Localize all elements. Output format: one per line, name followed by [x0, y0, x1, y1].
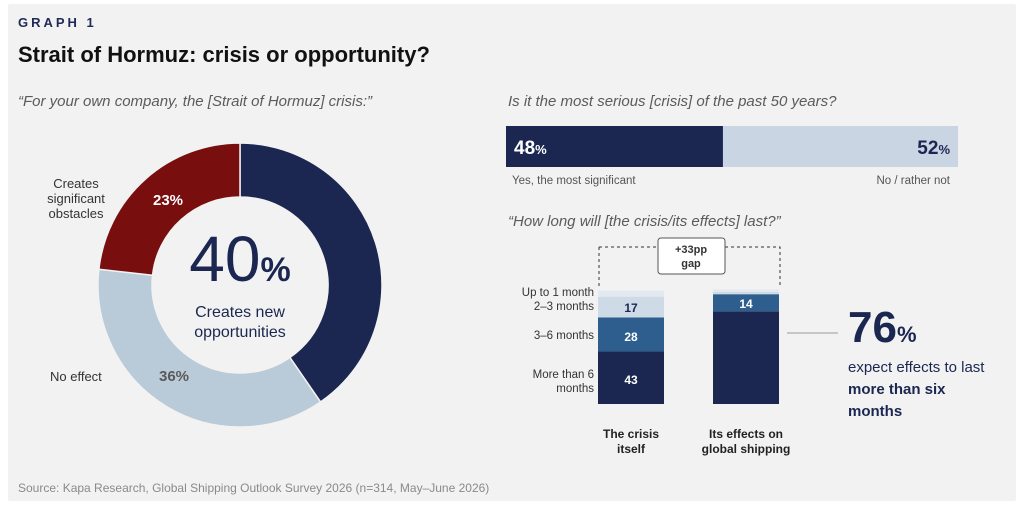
- callout-line-1: expect effects to last: [848, 359, 985, 376]
- slice-label-obstacles: 23%: [153, 192, 183, 209]
- callout-line-2: more than six: [848, 381, 946, 398]
- bar-effects-2-3: [713, 291, 779, 295]
- donut-slices: [97, 142, 383, 428]
- slice-label-no-effect: 36%: [159, 368, 189, 385]
- row-label-3-6: 3–6 months: [534, 330, 594, 342]
- page-title: Strait of Hormuz: crisis or opportunity?: [18, 42, 430, 67]
- effects-2-3-value: 14: [739, 297, 753, 311]
- label-obstacles-1: Creates: [53, 176, 99, 191]
- label-no-effect: No effect: [50, 369, 102, 384]
- x-label-effects-1: Its effects on: [709, 427, 783, 441]
- bar-yes-label: Yes, the most significant: [512, 175, 636, 187]
- bar-effects-more-than-6: [713, 311, 779, 404]
- bar-yes-value: 48%: [514, 138, 547, 159]
- bar-no-value: 52%: [917, 138, 950, 159]
- donut-center-caption-1: Creates new: [195, 304, 285, 321]
- source-note: Source: Kapa Research, Global Shipping O…: [18, 481, 490, 495]
- bar-no-label: No / rather not: [876, 175, 950, 187]
- callout-line-3: months: [848, 403, 902, 420]
- bar-crisis-2-3: [598, 296, 664, 318]
- bar-effects-up-to-1: [713, 289, 779, 292]
- bar-no: [722, 126, 958, 167]
- x-label-crisis-2: itself: [617, 442, 646, 456]
- bar-crisis-more-than-6: [598, 351, 664, 404]
- donut-question: “For your own company, the [Strait of Ho…: [18, 93, 372, 110]
- donut-center-caption-2: opportunities: [194, 324, 286, 341]
- donut-center-value: 40%: [189, 223, 290, 295]
- crisis-2-3-value: 17: [624, 301, 638, 315]
- gap-line-1: +33pp: [675, 244, 707, 256]
- bar-crisis-3-6: [598, 317, 664, 352]
- gap-box: [657, 237, 726, 275]
- row-label-6-2: months: [556, 383, 594, 395]
- crisis-6-value: 43: [624, 373, 638, 387]
- duration-question: “How long will [the crisis/its effects] …: [508, 213, 781, 230]
- callout-value: 76%: [848, 303, 917, 352]
- duration-bars: [598, 289, 779, 404]
- serious-question: Is it the most serious [crisis] of the p…: [508, 93, 837, 110]
- row-label-up-to-1: Up to 1 month: [522, 287, 594, 299]
- donut-hole: [152, 197, 328, 373]
- bar-yes: [506, 126, 723, 167]
- x-label-crisis-1: The crisis: [603, 427, 659, 441]
- donut-slice-opportunities: [239, 142, 383, 404]
- row-label-2-3: 2–3 months: [534, 301, 594, 313]
- row-label-6-1: More than 6: [533, 369, 594, 381]
- x-label-effects-2: global shipping: [702, 442, 791, 456]
- crisis-3-6-value: 28: [624, 330, 638, 344]
- label-obstacles-2: significant: [47, 191, 105, 206]
- bar-effects-3-6: [713, 294, 779, 312]
- gap-line-2: gap: [681, 258, 701, 270]
- label-obstacles-3: obstacles: [49, 206, 104, 221]
- graph-label: GRAPH 1: [18, 15, 97, 30]
- bar-crisis-up-to-1: [598, 290, 664, 297]
